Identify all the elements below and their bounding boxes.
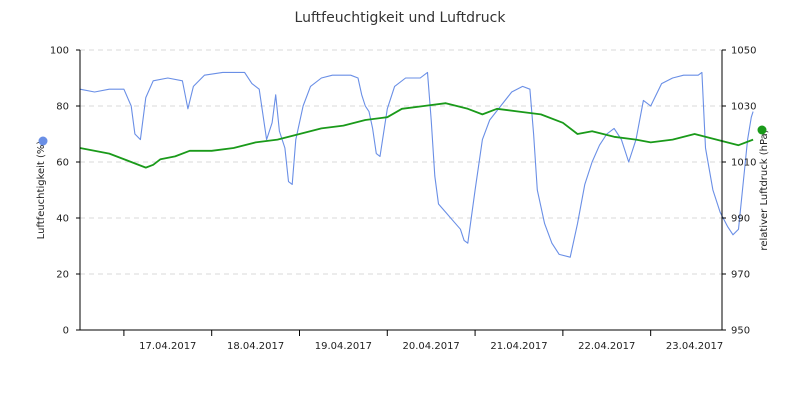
x-ticks: 17.04.2017 18.04.2017 19.04.2017 20.04.2017… bbox=[123, 330, 723, 352]
left-y-ticks: 0 20 40 60 80 100 bbox=[50, 46, 80, 337]
right-y-tick-label: 970 bbox=[731, 270, 750, 281]
chart-title: Luftfeuchtigkeit und Luftdruck bbox=[295, 10, 507, 26]
left-y-tick-label: 80 bbox=[56, 102, 69, 113]
left-y-tick-label: 20 bbox=[56, 270, 69, 281]
right-y-tick-label: 1010 bbox=[731, 158, 756, 169]
right-y-tick-label: 1050 bbox=[731, 46, 756, 57]
right-y-tick-label: 1030 bbox=[731, 102, 756, 113]
humidity-series-line bbox=[79, 71, 754, 258]
left-y-axis-label: Luftfeuchtigkeit (%) bbox=[36, 141, 47, 240]
pressure-series-line bbox=[79, 102, 754, 169]
right-series-legend-marker bbox=[757, 125, 767, 135]
left-y-tick-label: 60 bbox=[56, 158, 69, 169]
left-y-tick-label: 40 bbox=[56, 214, 69, 225]
right-y-ticks: 950 970 990 1010 1030 1050 bbox=[722, 46, 756, 337]
right-y-tick-label: 990 bbox=[731, 214, 750, 225]
right-y-axis-label: relativer Luftdruck (hPa) bbox=[759, 129, 770, 250]
left-y-tick-label: 100 bbox=[50, 46, 69, 57]
right-y-tick-label: 950 bbox=[731, 326, 750, 337]
x-tick-label: 18.04.2017 bbox=[227, 341, 284, 352]
x-tick-label: 23.04.2017 bbox=[666, 341, 723, 352]
left-y-tick-label: 0 bbox=[63, 326, 69, 337]
x-tick-label: 22.04.2017 bbox=[578, 341, 635, 352]
gridlines bbox=[80, 49, 722, 331]
x-tick-label: 17.04.2017 bbox=[139, 341, 196, 352]
x-tick-label: 21.04.2017 bbox=[490, 341, 547, 352]
left-series-legend-marker bbox=[38, 136, 48, 146]
series-layer bbox=[79, 71, 754, 258]
x-tick-label: 19.04.2017 bbox=[315, 341, 372, 352]
x-tick-label: 20.04.2017 bbox=[403, 341, 460, 352]
